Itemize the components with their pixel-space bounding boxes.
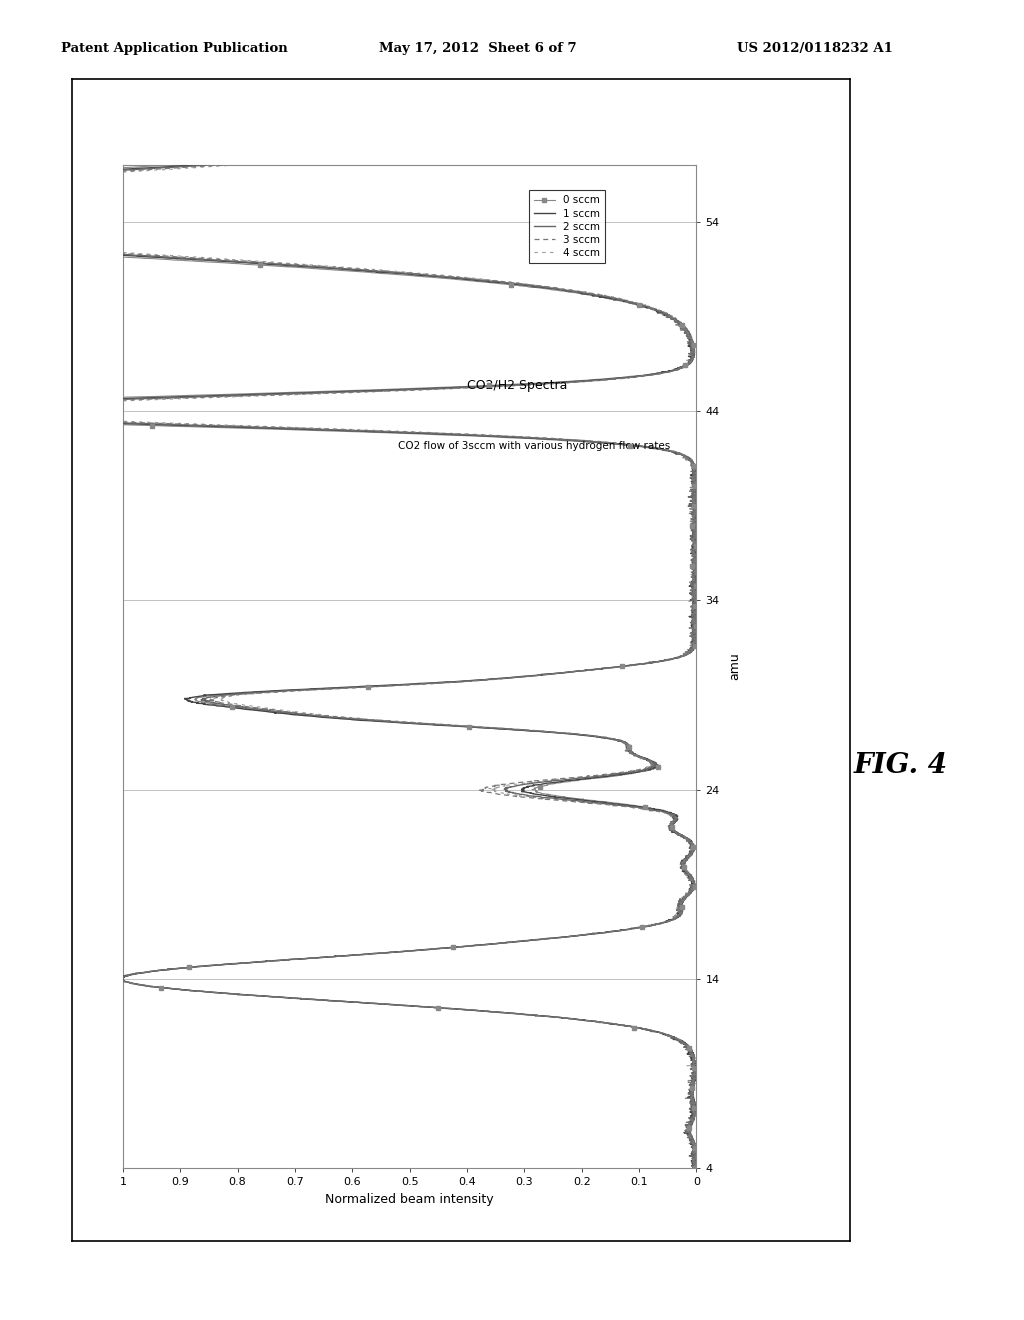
Y-axis label: amu: amu: [728, 652, 741, 681]
Text: CO2 flow of 3sccm with various hydrogen flow rates: CO2 flow of 3sccm with various hydrogen …: [398, 441, 671, 451]
Text: Patent Application Publication: Patent Application Publication: [61, 42, 288, 55]
Text: May 17, 2012  Sheet 6 of 7: May 17, 2012 Sheet 6 of 7: [379, 42, 577, 55]
Text: FIG. 4: FIG. 4: [854, 752, 948, 779]
Legend: 0 sccm, 1 sccm, 2 sccm, 3 sccm, 4 sccm: 0 sccm, 1 sccm, 2 sccm, 3 sccm, 4 sccm: [528, 190, 605, 263]
Text: CO2/H2 Spectra: CO2/H2 Spectra: [467, 379, 567, 392]
X-axis label: Normalized beam intensity: Normalized beam intensity: [326, 1193, 494, 1205]
Text: US 2012/0118232 A1: US 2012/0118232 A1: [737, 42, 893, 55]
